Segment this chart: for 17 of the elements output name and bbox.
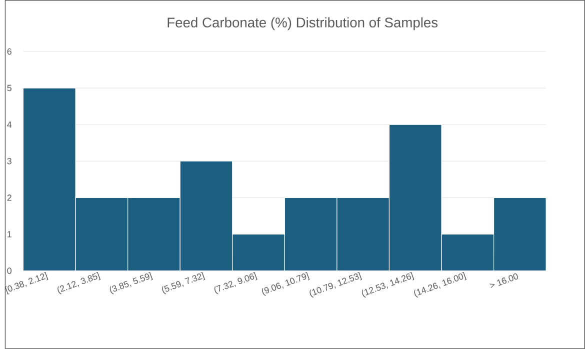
y-tick-label: 1 bbox=[8, 231, 12, 238]
x-tick-label: (14.26, 16.00] bbox=[414, 272, 467, 298]
x-tick-label: (5.59, 7.32] bbox=[162, 272, 206, 294]
y-tick-label: 5 bbox=[7, 84, 12, 92]
y-tick-label: 0 bbox=[7, 268, 12, 274]
y-tick-label: 4 bbox=[7, 122, 12, 128]
x-tick-label: (9.06, 10.79] bbox=[262, 272, 310, 296]
chart-title: Feed Carbonate (%) Distribution of Samples bbox=[168, 17, 438, 30]
y-tick-label: 6 bbox=[7, 48, 12, 55]
x-tick-label: (7.32, 9.06] bbox=[214, 272, 258, 294]
x-tick-label: (10.79, 12.53] bbox=[310, 272, 362, 298]
x-tick-label: > 16.00 bbox=[490, 273, 518, 288]
x-tick-label: (3.85, 5.59] bbox=[110, 272, 153, 294]
y-tick-label: 3 bbox=[7, 158, 12, 164]
x-tick-label: (2.12, 3.85] bbox=[58, 272, 101, 294]
x-tick-label: (12.53, 14.26] bbox=[362, 272, 414, 298]
y-tick-label: 2 bbox=[7, 194, 12, 201]
